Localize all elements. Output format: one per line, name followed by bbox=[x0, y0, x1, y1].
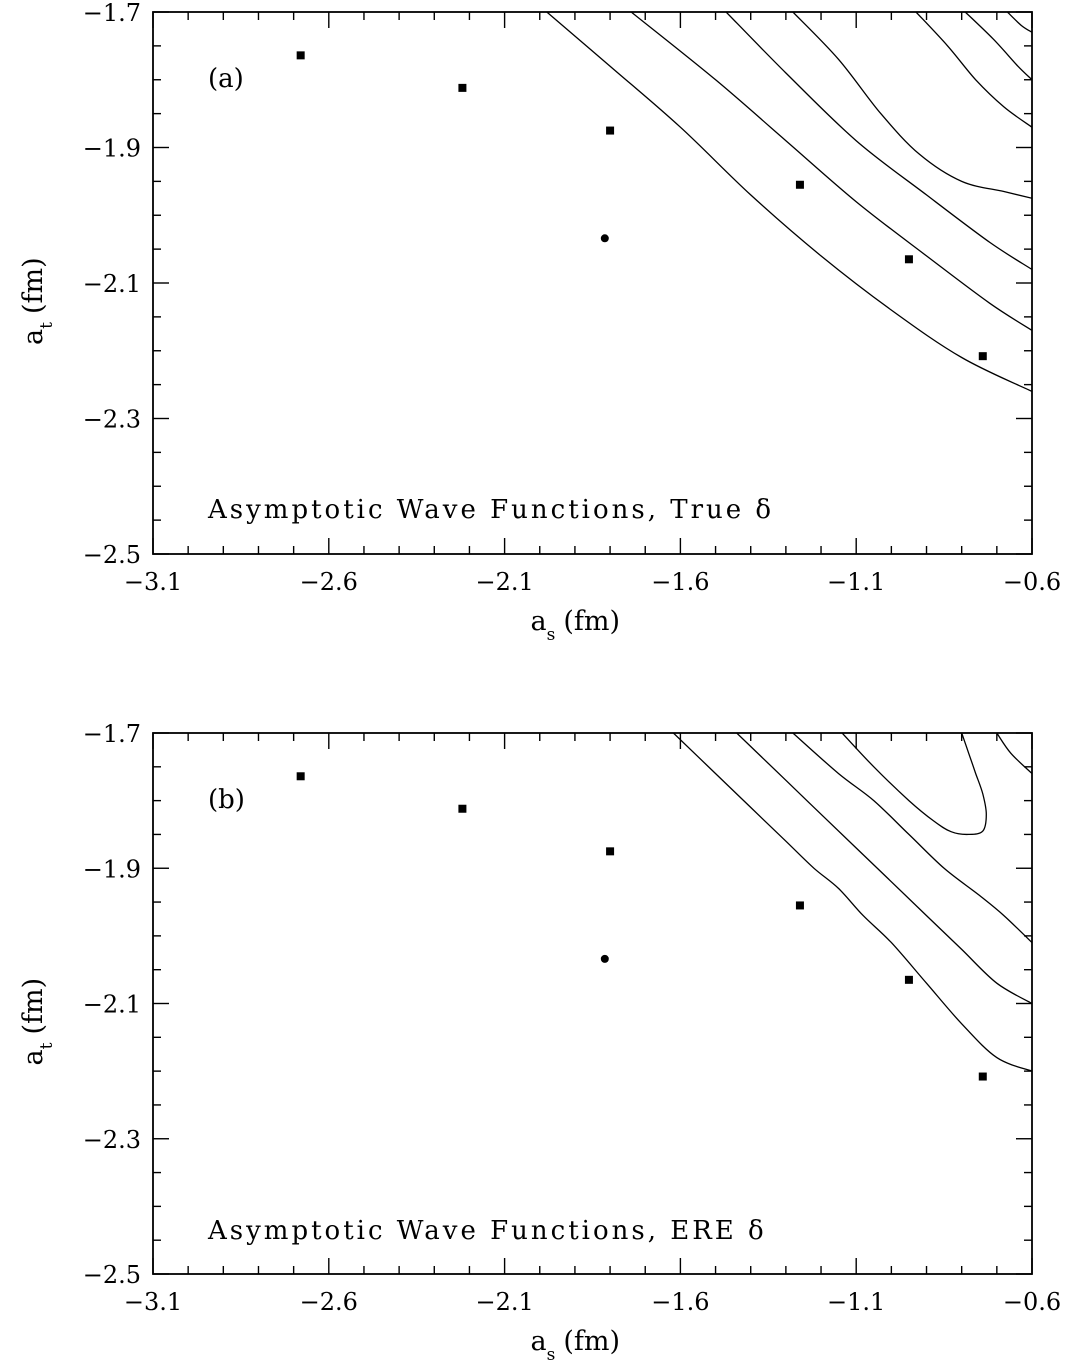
plot-frame bbox=[152, 11, 1033, 555]
contour-line bbox=[725, 12, 1032, 271]
x-tick-label: −2.6 bbox=[300, 1288, 358, 1316]
circle-marker bbox=[600, 234, 609, 243]
panel-b: −3.1 −2.6 −2.1 −1.6 −1.1 −0.6 −2.5 −2.3 −2.1 −1.9… bbox=[18, 720, 1061, 1365]
y-tick-label: −1.7 bbox=[83, 720, 141, 748]
panel-label: (b) bbox=[208, 785, 245, 815]
panel-label: (a) bbox=[208, 64, 244, 94]
contour-line bbox=[792, 733, 1032, 944]
x-tick-label: −2.1 bbox=[475, 568, 533, 596]
contour-line bbox=[1006, 12, 1032, 33]
x-axis-title-main: a bbox=[531, 1326, 547, 1357]
panel-a: −3.1 −2.6 −2.1 −1.6 −1.1 −0.6 −2.5 −2.3 −2.1 −1.9… bbox=[18, 0, 1061, 645]
circle-marker bbox=[600, 954, 609, 963]
x-tick-label: −1.6 bbox=[651, 1288, 709, 1316]
y-tick-label: −1.9 bbox=[83, 135, 141, 163]
square-marker bbox=[606, 126, 615, 135]
contour-line bbox=[546, 12, 1032, 392]
contour-line bbox=[996, 733, 1032, 775]
contour-group bbox=[672, 733, 1032, 1072]
y-axis-title-main: a bbox=[18, 1049, 49, 1065]
square-marker bbox=[795, 180, 804, 189]
y-tick-label: −2.3 bbox=[83, 406, 141, 434]
square-marker bbox=[458, 83, 467, 92]
square-marker bbox=[606, 847, 615, 856]
x-tick-label: −3.1 bbox=[124, 568, 182, 596]
contour-line bbox=[630, 12, 1032, 331]
x-axis-title-sub: s bbox=[547, 1345, 556, 1365]
x-tick-label: −1.1 bbox=[827, 568, 885, 596]
square-marker bbox=[296, 772, 305, 781]
annotation: Asymptotic Wave Functions, ERE δ bbox=[207, 1216, 767, 1246]
y-tick-label: −2.1 bbox=[83, 270, 141, 298]
contour-group bbox=[546, 12, 1032, 392]
x-axis-title-main: a bbox=[531, 606, 547, 637]
x-axis-title: as (fm) bbox=[531, 606, 621, 645]
y-tick-label: −1.7 bbox=[83, 0, 141, 27]
y-tick-label: −2.5 bbox=[83, 541, 141, 569]
x-tick-label: −2.1 bbox=[475, 1288, 533, 1316]
y-tick-label: −2.1 bbox=[83, 991, 141, 1019]
plot-frame bbox=[152, 732, 1033, 1275]
x-tick-label: −3.1 bbox=[124, 1288, 182, 1316]
square-marker bbox=[904, 975, 913, 984]
x-axis-title-sub: s bbox=[547, 625, 556, 645]
y-axis-title-unit: (fm) bbox=[18, 978, 49, 1035]
y-axis-title-unit: (fm) bbox=[18, 257, 49, 314]
x-axis-title-unit: (fm) bbox=[563, 1326, 620, 1357]
x-tick-label: −0.6 bbox=[1003, 1288, 1061, 1316]
y-tick-label: −2.5 bbox=[83, 1261, 141, 1289]
square-marker bbox=[904, 255, 913, 264]
x-axis-title: as (fm) bbox=[531, 1326, 621, 1365]
y-axis-title-main: a bbox=[18, 329, 49, 345]
x-axis-title-unit: (fm) bbox=[563, 606, 620, 637]
contour-line bbox=[915, 12, 1032, 128]
contour-line bbox=[964, 12, 1032, 81]
contour-line bbox=[736, 733, 1032, 1005]
y-axis-title-sub: t bbox=[37, 1042, 57, 1049]
y-axis-title-sub: t bbox=[37, 322, 57, 329]
y-tick-label: −2.3 bbox=[83, 1126, 141, 1154]
x-tick-label: −1.1 bbox=[827, 1288, 885, 1316]
y-axis-title: at (fm) bbox=[18, 978, 57, 1066]
square-marker bbox=[978, 352, 987, 361]
x-tick-label: −0.6 bbox=[1003, 568, 1061, 596]
y-axis-title: at (fm) bbox=[18, 257, 57, 345]
x-tick-label: −2.6 bbox=[300, 568, 358, 596]
square-marker bbox=[296, 51, 305, 60]
contour-line bbox=[672, 733, 1032, 1072]
square-marker bbox=[978, 1072, 987, 1081]
contour-line bbox=[841, 733, 987, 836]
y-tick-label: −1.9 bbox=[83, 855, 141, 883]
contour-line bbox=[792, 12, 1032, 199]
annotation: Asymptotic Wave Functions, True δ bbox=[207, 495, 774, 525]
square-marker bbox=[458, 804, 467, 813]
x-tick-label: −1.6 bbox=[651, 568, 709, 596]
square-marker bbox=[795, 901, 804, 910]
